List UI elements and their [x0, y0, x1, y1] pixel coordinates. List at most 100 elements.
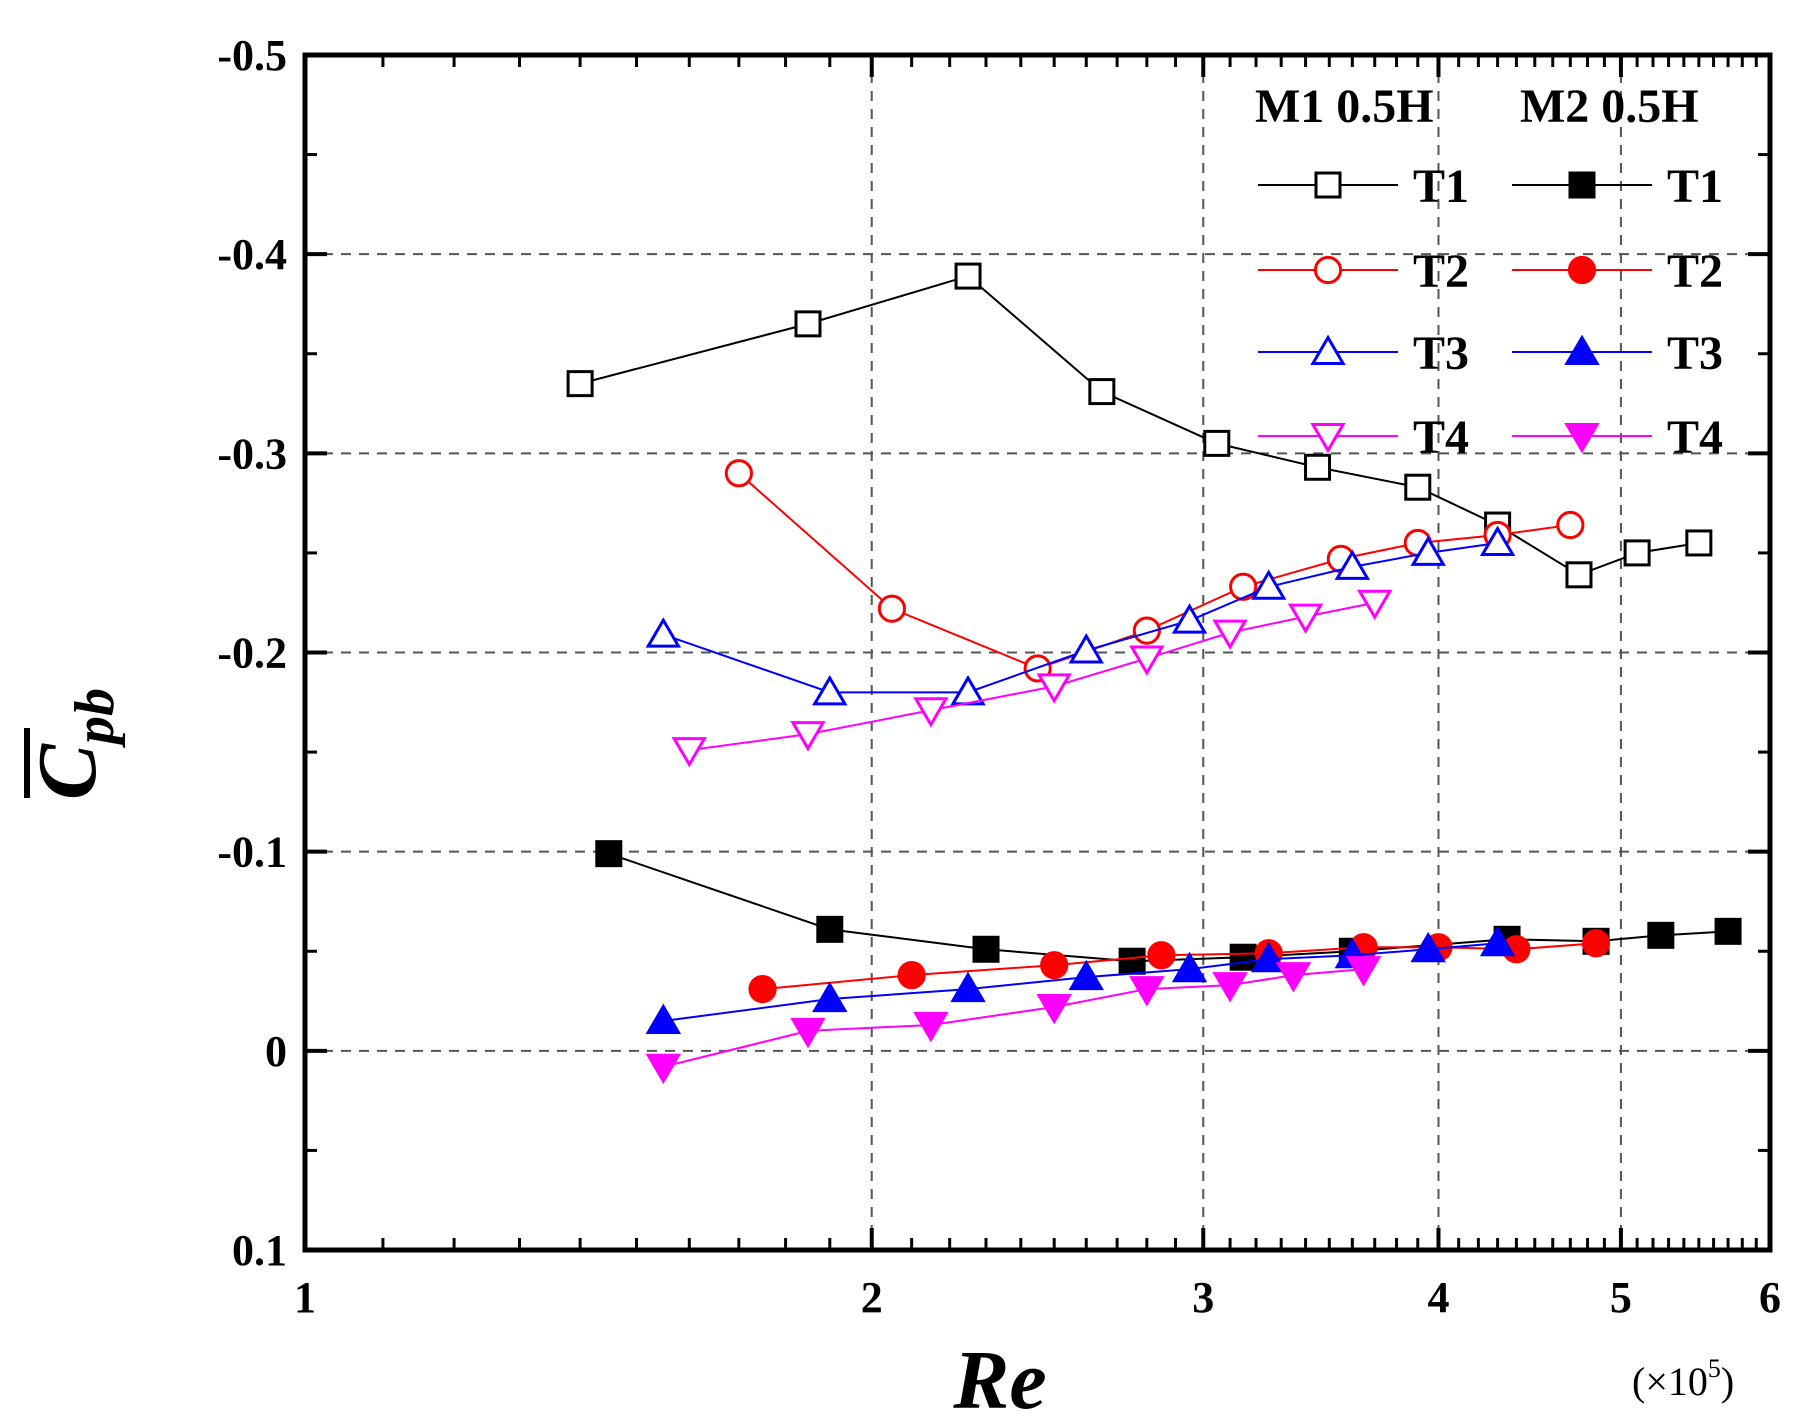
y-tick-label: -0.4 — [217, 230, 287, 279]
data-point-m1-t4 — [1212, 619, 1248, 650]
data-point-m2-t2 — [1040, 951, 1069, 980]
data-point-m2-t2 — [1581, 929, 1611, 958]
data-point-m1-t4 — [1129, 645, 1165, 676]
legend-label-m2-t3: T3 — [1667, 327, 1723, 380]
x-axis-unit-post: ) — [1721, 1359, 1734, 1404]
data-point-m2-t3 — [645, 1003, 682, 1034]
data-point-m1-t1 — [1304, 453, 1332, 481]
data-point-m1-t3 — [645, 617, 682, 648]
svg-text:Cpb: Cpb — [21, 688, 126, 800]
data-point-m1-t3 — [1479, 525, 1516, 556]
data-point-m2-t2 — [748, 974, 777, 1004]
data-point-m2-t3 — [812, 981, 848, 1013]
series-line-m1-t4 — [689, 601, 1375, 752]
data-point-m2-t4 — [913, 1011, 949, 1043]
legend-marker-m2-t4 — [1564, 422, 1600, 454]
data-point-m1-t3 — [1410, 535, 1446, 566]
data-point-m2-t1 — [1118, 947, 1146, 975]
x-axis-unit-pre: (×10 — [1632, 1359, 1708, 1404]
data-point-m2-t4 — [1275, 962, 1312, 993]
grid-lines — [305, 55, 1770, 1250]
data-point-m2-t3 — [1171, 951, 1208, 983]
legend: M1 0.5H M2 0.5H T1 T2 T3 T4 T1 T2 T3 T4 — [1255, 80, 1723, 464]
y-tick-label: -0.2 — [217, 629, 287, 678]
data-point-m1-t3 — [1171, 603, 1208, 634]
data-point-m2-t4 — [1129, 976, 1165, 1007]
legend-label-m2-t4: T4 — [1667, 411, 1723, 464]
data-point-m1-t1 — [1088, 378, 1116, 406]
data-point-m1-t1 — [954, 262, 982, 290]
series-m1-t1 — [566, 262, 1713, 589]
x-axis-unit-exp: 5 — [1708, 1354, 1721, 1383]
data-point-m1-t1 — [1623, 539, 1651, 567]
data-point-m1-t2 — [877, 594, 907, 623]
y-tick-label: -0.3 — [217, 429, 287, 478]
legend-marker-m1-t4 — [1310, 422, 1346, 454]
data-point-m2-t4 — [645, 1053, 682, 1085]
data-point-m2-t3 — [1250, 941, 1287, 973]
data-point-m1-t2 — [1229, 572, 1258, 601]
data-point-m2-t1 — [1229, 943, 1257, 971]
legend-label-m1-t2: T2 — [1413, 245, 1469, 298]
y-tick-label: -0.5 — [217, 31, 287, 80]
series-group — [566, 262, 1742, 1085]
data-point-m1-t3 — [812, 674, 848, 706]
data-point-m2-t1 — [816, 915, 844, 943]
data-point-m1-t4 — [1357, 589, 1393, 621]
y-tick-label: -0.1 — [217, 828, 287, 877]
x-tick-label: 2 — [861, 1273, 883, 1322]
legend-label-m1-t3: T3 — [1413, 327, 1469, 380]
data-point-m2-t1 — [595, 840, 623, 868]
data-point-m1-t1 — [794, 310, 822, 338]
x-tick-label: 4 — [1427, 1273, 1449, 1322]
data-point-m1-t3 — [1250, 569, 1287, 600]
legend-marker-m2-t1 — [1568, 171, 1596, 199]
series-m1-t2 — [724, 459, 1585, 683]
legend-label-m2-t1: T1 — [1667, 160, 1723, 213]
data-point-m1-t2 — [1132, 616, 1161, 645]
data-point-m2-t4 — [790, 1017, 826, 1049]
data-point-m1-t2 — [1556, 510, 1585, 540]
data-point-m2-t3 — [1479, 925, 1516, 957]
data-point-m1-t4 — [790, 721, 826, 752]
legend-marker-m1-t2 — [1313, 255, 1343, 285]
x-axis-title: Re — [952, 1334, 1046, 1427]
data-point-m1-t3 — [950, 674, 986, 706]
data-point-m2-t4 — [1036, 993, 1072, 1025]
data-point-m1-t1 — [566, 370, 594, 398]
legend-header-m2: M2 0.5H — [1520, 80, 1699, 133]
data-point-m1-t4 — [913, 697, 949, 728]
series-line-m2-t2 — [762, 942, 1597, 991]
data-point-m1-t4 — [671, 737, 708, 768]
data-point-m2-t2 — [1147, 941, 1176, 970]
data-point-m2-t3 — [950, 971, 986, 1003]
data-point-m1-t1 — [1685, 529, 1713, 557]
data-point-m1-t4 — [1036, 673, 1072, 704]
series-m1-t4 — [671, 589, 1393, 768]
data-point-m1-t3 — [1068, 633, 1104, 664]
legend-marker-m2-t3 — [1564, 334, 1600, 366]
y-tick-label: 0 — [265, 1027, 287, 1076]
y-axis-title-base: C — [21, 743, 114, 800]
x-tick-label: 3 — [1192, 1273, 1214, 1322]
data-point-m2-t3 — [1410, 931, 1446, 963]
legend-marker-m1-t3 — [1310, 334, 1346, 366]
series-m2-t4 — [645, 956, 1382, 1085]
y-axis-title-sub: pb — [64, 688, 126, 748]
data-point-m1-t2 — [724, 459, 753, 488]
data-point-m1-t3 — [1334, 549, 1371, 580]
series-line-m2-t1 — [608, 852, 1729, 963]
x-tick-label: 5 — [1610, 1273, 1632, 1322]
series-m1-t3 — [645, 525, 1516, 706]
legend-header-m1: M1 0.5H — [1255, 80, 1434, 133]
data-point-m2-t4 — [1212, 972, 1248, 1003]
y-tick-label: 0.1 — [232, 1226, 287, 1275]
x-tick-label: 1 — [294, 1273, 316, 1322]
legend-label-m2-t2: T2 — [1667, 245, 1723, 298]
legend-label-m1-t4: T4 — [1413, 411, 1469, 464]
x-axis-unit: (×105) — [1632, 1354, 1734, 1404]
legend-label-m1-t1: T1 — [1413, 160, 1469, 213]
legend-marker-m1-t1 — [1314, 171, 1342, 199]
data-point-m1-t1 — [1404, 473, 1432, 501]
